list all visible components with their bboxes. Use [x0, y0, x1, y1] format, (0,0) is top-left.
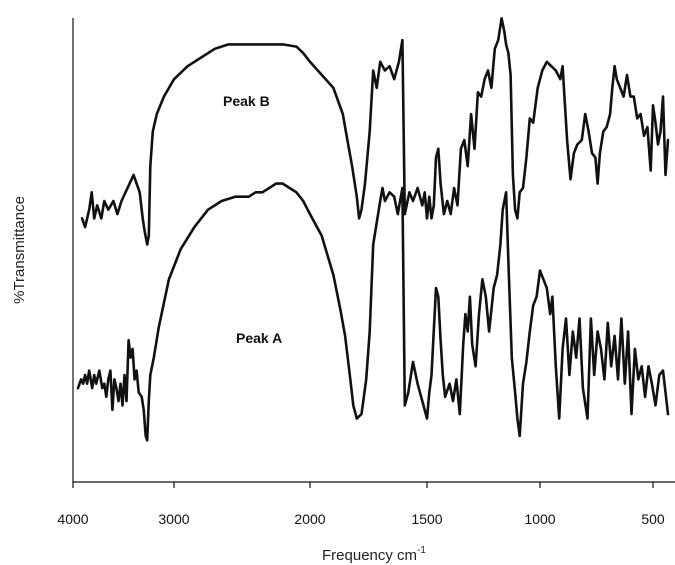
x-tick-label: 4000	[57, 511, 88, 527]
annotation-peak-a: Peak A	[215, 322, 320, 374]
x-axis-title-text: Frequency cm	[322, 547, 417, 564]
x-axis-ticks: 4000 3000 2000 1500 1000 500	[57, 482, 665, 527]
x-tick-label: 500	[641, 511, 665, 527]
x-axis-title: Frequency cm-1	[322, 545, 426, 564]
annotation-peak-b-bg	[200, 86, 310, 126]
annotation-peak-a-bg	[215, 322, 320, 374]
x-axis-title-superscript: -1	[417, 545, 426, 556]
x-tick-label: 1000	[524, 511, 555, 527]
plot-area	[72, 18, 675, 483]
y-axis-title: %Transmittance	[11, 196, 28, 304]
series-line-peak-b	[80, 17, 670, 246]
annotation-peak-a-label: Peak A	[236, 330, 282, 346]
x-tick-label: 1500	[411, 511, 442, 527]
series-layer	[76, 17, 670, 442]
annotation-peak-b-label: Peak B	[223, 93, 270, 109]
annotation-peak-b: Peak B	[200, 86, 310, 126]
x-tick-label: 3000	[158, 511, 189, 527]
series-line-peak-a	[76, 182, 670, 442]
x-tick-label: 2000	[294, 511, 325, 527]
